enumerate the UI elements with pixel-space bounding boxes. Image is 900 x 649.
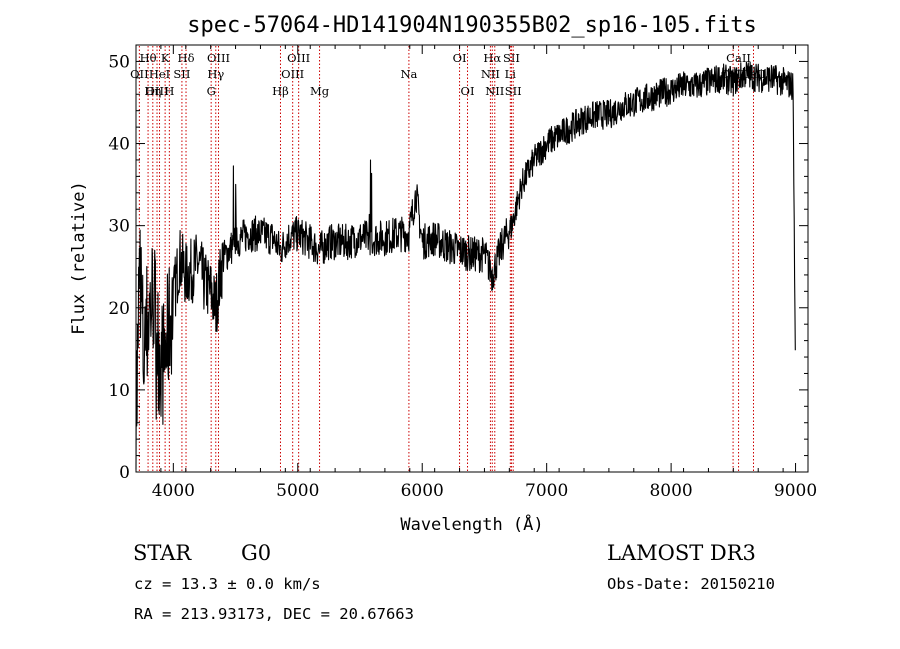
x-tick-label-3: 7000 <box>525 481 568 501</box>
redshift-info: cz = 13.3 ± 0.0 km/s <box>134 575 321 593</box>
line-marker-label-2: OIII <box>145 84 168 98</box>
line-marker-label-6: Hδ <box>178 51 195 65</box>
spectrum-line <box>135 61 796 470</box>
line-marker-label-19: Hα <box>483 51 501 65</box>
line-marker-label-9: OIII <box>207 51 230 65</box>
x-tick-label-1: 5000 <box>276 481 319 501</box>
line-marker-label-17: OI <box>453 51 467 65</box>
y-axis-label: Flux (relative) <box>69 181 89 335</box>
line-marker-label-21: NII <box>485 84 504 98</box>
object-class: STAR <box>133 541 192 565</box>
line-marker-label-15: Mg <box>310 84 330 98</box>
line-marker-label-4: HeI <box>149 67 170 81</box>
survey-name: LAMOST DR3 <box>607 541 756 565</box>
line-marker-label-18: OI <box>461 84 475 98</box>
line-marker-label-23: Li <box>505 67 517 81</box>
line-marker-label-3: K <box>161 51 170 65</box>
line-marker-label-22: SII <box>503 51 520 65</box>
line-marker-label-16: Na <box>400 67 417 81</box>
line-marker-label-24: SII <box>505 84 522 98</box>
obs-date: Obs-Date: 20150210 <box>607 575 775 593</box>
line-marker-label-20: NII <box>481 67 500 81</box>
line-marker-label-5: Hη <box>144 84 161 98</box>
y-tick-label-3: 30 <box>108 217 130 237</box>
x-tick-label-5: 9000 <box>774 481 817 501</box>
axis-layer: 4000 5000 6000 7000 8000 9000 0 10 20 30 40 50 <box>108 44 817 501</box>
y-tick-label-0: 0 <box>119 463 130 483</box>
line-marker-label-11: G <box>207 84 216 98</box>
chart-title: spec-57064-HD141904N190355B02_sp16-105.f… <box>187 13 757 38</box>
y-tick-label-2: 20 <box>108 299 130 319</box>
line-marker-label-1: OII <box>130 67 149 81</box>
y-tick-label-4: 40 <box>108 135 130 155</box>
object-subclass: G0 <box>241 541 271 565</box>
line-marker-label-10: Hγ <box>207 67 224 81</box>
x-tick-label-2: 6000 <box>401 481 444 501</box>
line-marker-label-25: CaII <box>726 51 751 65</box>
y-tick-label-5: 50 <box>108 52 130 72</box>
x-axis-label: Wavelength (Å) <box>400 513 543 535</box>
x-tick-label-0: 4000 <box>152 481 195 501</box>
line-marker-label-7: SII <box>173 67 190 81</box>
line-marker-label-0: Hθ <box>140 51 157 65</box>
line-marker-label-14: Hβ <box>272 84 289 98</box>
x-tick-label-4: 8000 <box>649 481 692 501</box>
spectrum-layer <box>135 61 796 470</box>
line-marker-label-12: OIII <box>287 51 310 65</box>
line-marker-label-8: H <box>164 84 174 98</box>
coordinates: RA = 213.93173, DEC = 20.67663 <box>134 605 414 623</box>
line-marker-label-13: OIII <box>281 67 304 81</box>
y-tick-label-1: 10 <box>108 381 130 401</box>
